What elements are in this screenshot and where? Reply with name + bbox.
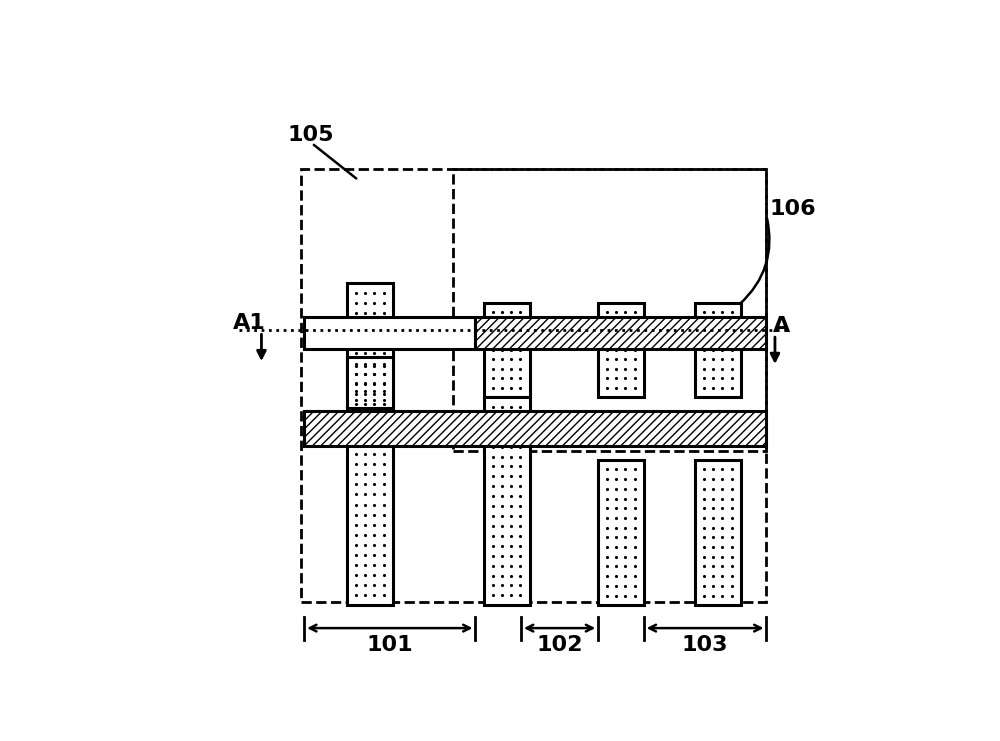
Bar bbox=[347, 283, 393, 605]
Bar bbox=[304, 317, 475, 348]
Bar bbox=[475, 317, 766, 348]
Text: A: A bbox=[773, 316, 790, 336]
Bar bbox=[304, 411, 766, 445]
Bar bbox=[695, 303, 741, 397]
Text: 105: 105 bbox=[287, 124, 334, 144]
Text: 103: 103 bbox=[682, 635, 728, 655]
Bar bbox=[301, 169, 766, 602]
Bar bbox=[453, 169, 766, 451]
Text: A1: A1 bbox=[233, 313, 265, 333]
Bar bbox=[598, 303, 644, 397]
Bar bbox=[347, 357, 393, 408]
Bar bbox=[484, 303, 530, 397]
Text: 101: 101 bbox=[367, 635, 413, 655]
Bar bbox=[598, 459, 644, 605]
Text: 106: 106 bbox=[769, 199, 816, 219]
Bar bbox=[695, 459, 741, 605]
Text: 102: 102 bbox=[536, 635, 583, 655]
Bar bbox=[484, 397, 530, 605]
